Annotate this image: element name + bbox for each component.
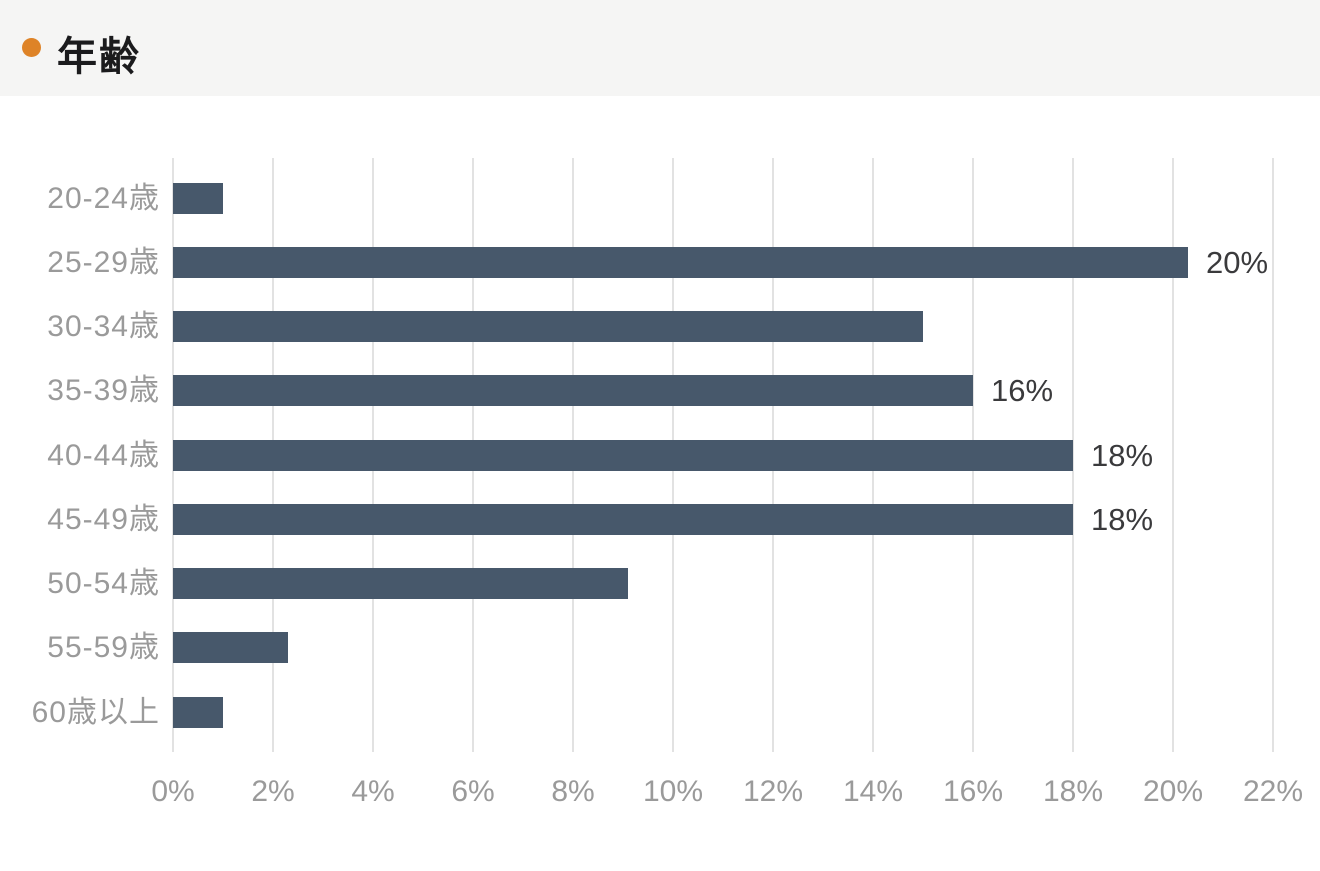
- category-label: 60歳以上: [31, 695, 160, 729]
- x-axis-tick-label: 12%: [742, 775, 804, 808]
- grid-line: [1272, 158, 1274, 752]
- x-axis-tick-label: 20%: [1142, 775, 1204, 808]
- x-axis-tick-label: 10%: [642, 775, 704, 808]
- bar: [173, 439, 1073, 471]
- x-axis-tick-label: 4%: [351, 775, 395, 808]
- x-axis-tick-label: 8%: [551, 775, 595, 808]
- bar: [173, 246, 1188, 278]
- x-axis-tick-label: 16%: [942, 775, 1004, 808]
- section-header: 年齢: [0, 0, 1320, 96]
- bar: [173, 311, 923, 342]
- value-label: 18%: [1091, 437, 1154, 473]
- category-label: 35-39歳: [47, 374, 160, 408]
- value-label: 18%: [1091, 501, 1154, 537]
- bullet-icon: [22, 38, 41, 57]
- value-label: 16%: [991, 373, 1054, 409]
- chart-title: 年齢: [57, 35, 141, 79]
- category-label: 25-29歳: [47, 245, 160, 279]
- bar: [173, 632, 288, 664]
- x-axis-tick-label: 0%: [151, 775, 195, 808]
- bar: [173, 568, 628, 599]
- grid-line: [1172, 158, 1174, 752]
- bar: [173, 503, 1073, 535]
- category-label: 55-59歳: [47, 631, 160, 665]
- x-axis-tick-label: 14%: [842, 775, 904, 808]
- category-label: 20-24歳: [47, 181, 160, 215]
- bar: [173, 182, 223, 214]
- x-axis-tick-label: 22%: [1242, 775, 1304, 808]
- value-label: 20%: [1206, 244, 1269, 280]
- bar: [173, 696, 223, 728]
- category-label: 30-34歳: [47, 310, 160, 343]
- grid-line: [1072, 158, 1074, 752]
- category-label: 45-49歳: [47, 502, 160, 536]
- x-axis-tick-label: 6%: [451, 775, 495, 808]
- x-axis-tick-label: 2%: [251, 775, 295, 808]
- plot-area: [172, 158, 1274, 752]
- category-label: 50-54歳: [47, 567, 160, 600]
- x-axis-tick-label: 18%: [1042, 775, 1104, 808]
- category-label: 40-44歳: [47, 438, 160, 472]
- bar: [173, 375, 973, 407]
